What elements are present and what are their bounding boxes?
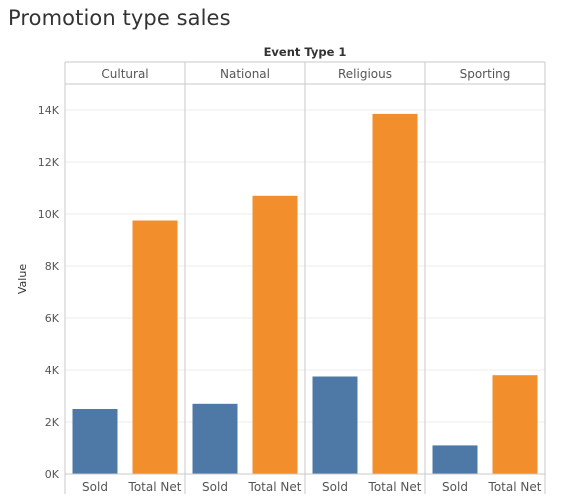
panel-label: Cultural: [101, 67, 148, 81]
bar-sold: [192, 403, 238, 474]
y-tick-label: 14K: [38, 104, 60, 117]
bar-total-net: [252, 195, 298, 475]
y-axis-title: Value: [16, 264, 29, 294]
x-tick-label: Sold: [442, 480, 468, 494]
panel-label: National: [220, 67, 270, 81]
bar-sold: [312, 376, 358, 474]
y-tick-label: 4K: [45, 364, 60, 377]
bar-total-net: [132, 220, 178, 474]
column-header: Event Type 1: [264, 45, 347, 59]
x-tick-label: Sold: [202, 480, 228, 494]
x-tick-label: Sold: [82, 480, 108, 494]
x-tick-label: Total Net: [488, 480, 542, 494]
y-tick-label: 8K: [45, 260, 60, 273]
y-tick-label: 10K: [38, 208, 60, 221]
y-tick-label: 0K: [45, 468, 60, 481]
bar-sold: [72, 409, 118, 474]
x-tick-label: Sold: [322, 480, 348, 494]
bar-total-net: [372, 113, 418, 475]
x-tick-label: Total Net: [128, 480, 182, 494]
bar-sold: [432, 445, 478, 474]
x-tick-label: Total Net: [248, 480, 302, 494]
panel-label: Sporting: [460, 67, 511, 81]
bar-total-net: [492, 375, 538, 474]
y-tick-label: 6K: [45, 312, 60, 325]
y-tick-label: 12K: [38, 156, 60, 169]
chart-title: Promotion type sales: [8, 6, 231, 30]
panel-label: Religious: [338, 67, 392, 81]
x-tick-label: Total Net: [368, 480, 422, 494]
y-tick-label: 2K: [45, 416, 60, 429]
